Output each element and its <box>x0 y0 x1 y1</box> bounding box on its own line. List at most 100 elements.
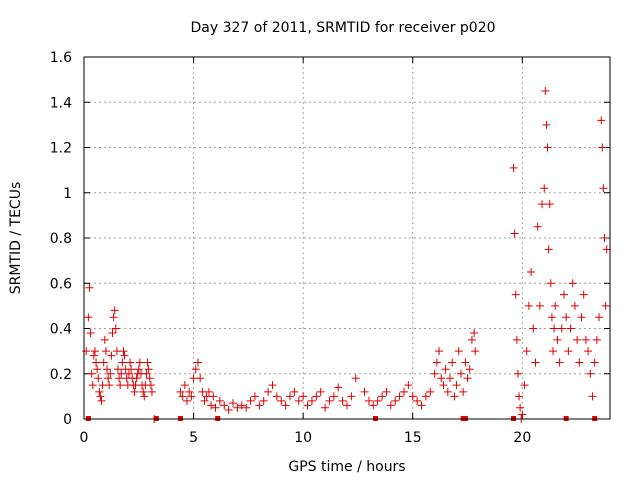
data-point <box>545 200 554 209</box>
data-point <box>224 405 233 414</box>
data-point <box>454 347 463 356</box>
data-point <box>108 329 117 338</box>
data-point <box>510 229 519 238</box>
data-point <box>268 381 277 390</box>
y-tick-label: 1.4 <box>50 95 72 111</box>
data-point <box>312 392 321 401</box>
data-point <box>110 306 119 315</box>
data-point <box>378 392 387 401</box>
data-point <box>185 387 194 396</box>
y-tick-label: 1.6 <box>50 50 72 66</box>
data-point <box>531 358 540 367</box>
data-point <box>338 396 347 405</box>
data-point <box>518 410 527 419</box>
data-point <box>104 374 113 383</box>
data-point <box>120 351 129 360</box>
data-point <box>522 347 531 356</box>
plot-frame <box>83 56 611 420</box>
data-point <box>515 392 524 401</box>
data-point <box>325 396 334 405</box>
data-point <box>84 313 93 322</box>
data-point <box>441 365 450 374</box>
data-point <box>115 374 124 383</box>
data-point <box>316 387 325 396</box>
data-point <box>524 301 533 310</box>
data-point <box>95 387 104 396</box>
data-point <box>544 245 553 254</box>
data-point <box>461 358 470 367</box>
data-point <box>259 396 268 405</box>
data-point <box>220 401 229 410</box>
data-point <box>426 387 435 396</box>
data-point <box>147 387 156 396</box>
y-tick-label: 0.8 <box>50 231 72 247</box>
data-point <box>584 347 593 356</box>
data-point <box>250 392 259 401</box>
data-point <box>277 396 286 405</box>
data-point <box>196 374 205 383</box>
data-point <box>237 401 246 410</box>
data-point <box>527 267 536 276</box>
data-point <box>119 347 128 356</box>
axis-ticks: 0 0.2 0.4 0.6 0.8 1 1.2 1.4 1.6 0 5 10 15 20 <box>50 50 610 446</box>
data-point <box>85 283 94 292</box>
data-point <box>246 396 255 405</box>
data-point <box>573 335 582 344</box>
data-point <box>391 396 400 405</box>
data-point <box>543 143 552 152</box>
data-point <box>511 290 520 299</box>
data-point <box>127 365 136 374</box>
y-axis-label: SRMTID / TECUs <box>8 182 24 295</box>
data-point <box>437 374 446 383</box>
data-point <box>204 387 213 396</box>
data-point <box>116 381 125 390</box>
data-point <box>96 392 105 401</box>
data-point <box>547 313 556 322</box>
data-point <box>264 387 273 396</box>
data-point <box>516 403 525 412</box>
data-point <box>533 222 542 231</box>
data-point <box>191 365 200 374</box>
data-point <box>176 387 185 396</box>
data-point <box>187 392 196 401</box>
data-point <box>373 396 382 405</box>
data-point <box>562 313 571 322</box>
data-point <box>535 301 544 310</box>
y-tick-label: 1.2 <box>50 141 72 157</box>
data-point <box>299 392 308 401</box>
data-point <box>555 358 564 367</box>
data-point <box>566 324 575 333</box>
data-point <box>193 358 202 367</box>
data-point <box>139 387 148 396</box>
data-point <box>386 401 395 410</box>
grid-lines <box>84 57 610 419</box>
data-point <box>590 358 599 367</box>
data-point <box>369 401 378 410</box>
x-tick-label: 0 <box>80 430 89 446</box>
data-point <box>143 358 152 367</box>
y-tick-label: 0.6 <box>50 276 72 292</box>
data-point <box>130 387 139 396</box>
data-point <box>180 381 189 390</box>
x-tick-label: 20 <box>513 430 531 446</box>
data-point <box>109 313 118 322</box>
data-point <box>601 301 610 310</box>
data-point <box>597 116 606 125</box>
data-point <box>215 396 224 405</box>
data-point <box>465 365 474 374</box>
data-point <box>146 381 155 390</box>
data-point <box>595 313 604 322</box>
data-point <box>303 401 312 410</box>
data-point <box>334 383 343 392</box>
data-point <box>471 347 480 356</box>
data-point <box>538 200 547 209</box>
data-point <box>421 392 430 401</box>
data-point <box>351 374 360 383</box>
data-point <box>142 369 151 378</box>
data-point <box>132 374 141 383</box>
data-point <box>404 381 413 390</box>
data-point <box>600 234 609 242</box>
data-point <box>450 392 459 401</box>
data-point <box>520 381 529 390</box>
data-point <box>100 335 109 344</box>
